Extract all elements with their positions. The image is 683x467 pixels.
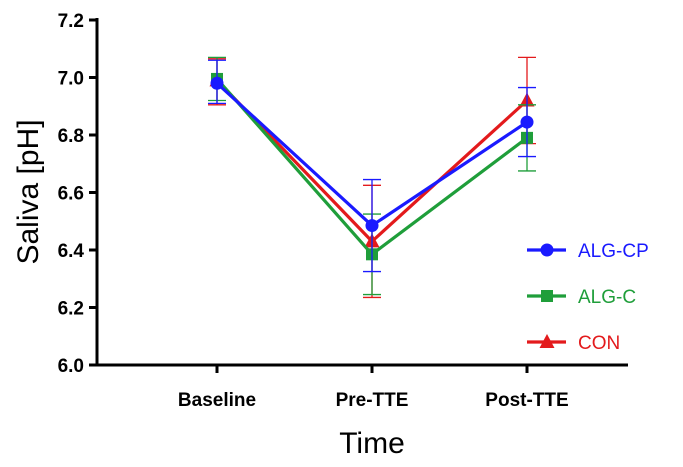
x-tick-label: Baseline bbox=[178, 390, 256, 411]
y-tick-label: 6.2 bbox=[58, 299, 84, 320]
data-point bbox=[520, 115, 534, 129]
legend-marker bbox=[541, 290, 553, 302]
y-tick-label: 7.2 bbox=[58, 11, 84, 32]
legend-item-alg-cp: ALG-CP bbox=[527, 241, 649, 262]
data-point bbox=[210, 76, 224, 90]
legend-label: ALG-CP bbox=[578, 241, 649, 262]
legend-label: CON bbox=[578, 333, 620, 354]
data-point bbox=[365, 219, 379, 233]
x-tick-label: Pre-TTE bbox=[336, 390, 409, 411]
axes: 6.0 6.2 6.4 6.6 6.8 7.0 7.2 Baseline Pre-TTE Post… bbox=[58, 11, 628, 411]
legend-marker bbox=[539, 334, 555, 348]
x-tick-label: Post-TTE bbox=[485, 390, 568, 411]
series-layer bbox=[208, 56, 536, 299]
legend-marker bbox=[540, 243, 554, 257]
legend: ALG-CP ALG-C CON bbox=[527, 241, 649, 354]
y-tick-label: 6.0 bbox=[58, 356, 84, 377]
legend-item-con: CON bbox=[527, 333, 620, 354]
legend-item-alg-c: ALG-C bbox=[527, 287, 636, 308]
y-tick-label: 6.4 bbox=[58, 241, 85, 262]
series-alg-cp bbox=[208, 59, 536, 273]
y-tick-label: 7.0 bbox=[58, 69, 84, 90]
y-tick-label: 6.6 bbox=[58, 184, 84, 205]
legend-label: ALG-C bbox=[578, 287, 636, 308]
y-axis-title: Saliva [pH] bbox=[12, 119, 45, 264]
x-axis-title: Time bbox=[339, 427, 405, 460]
y-tick-label: 6.8 bbox=[58, 126, 84, 147]
